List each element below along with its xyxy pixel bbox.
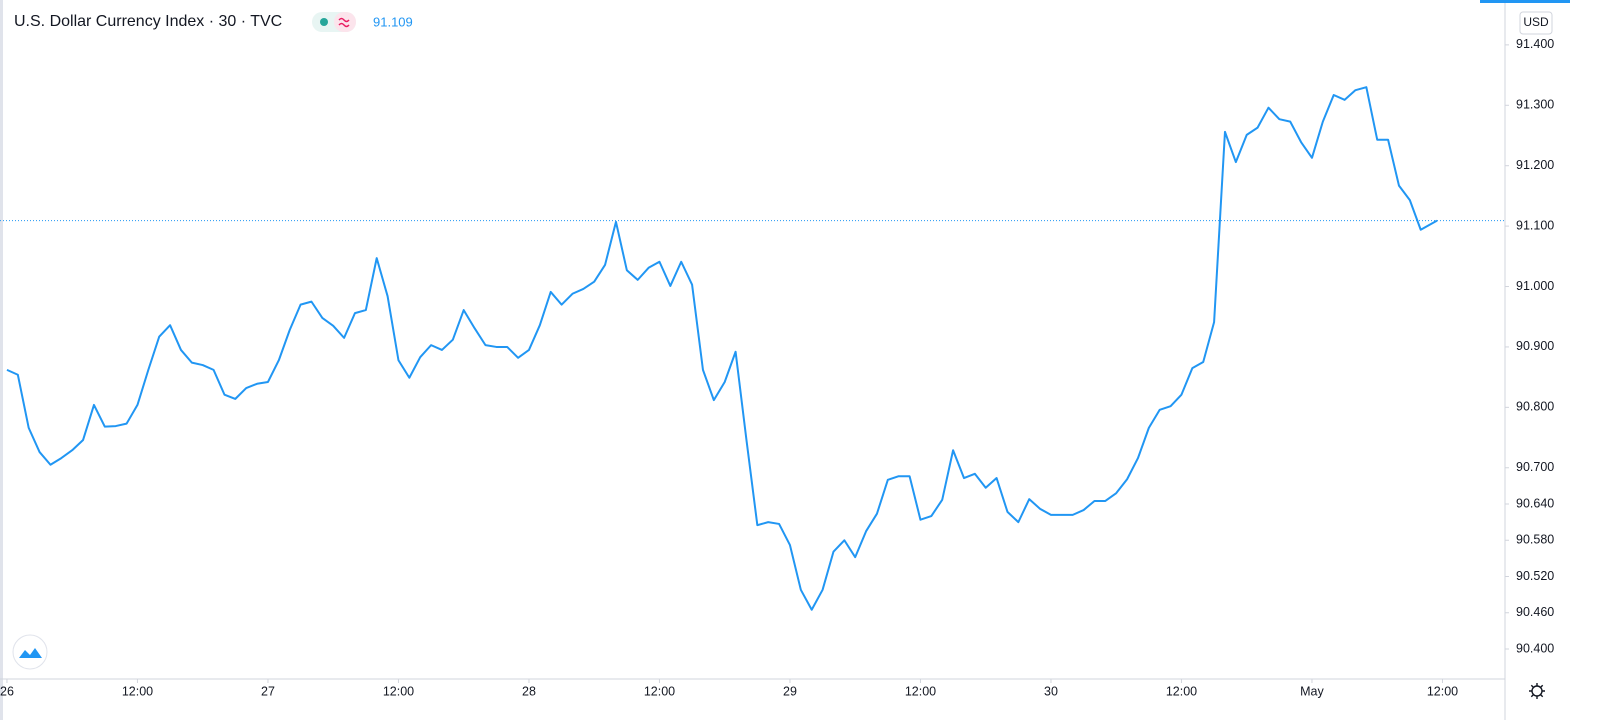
x-tick-label: 29 bbox=[783, 684, 797, 698]
currency-button[interactable] bbox=[1519, 11, 1553, 35]
chart-title: U.S. Dollar Currency Index · 30 · TVC bbox=[14, 13, 282, 30]
y-tick-label: 90.800 bbox=[1516, 400, 1554, 414]
plot-area bbox=[0, 86, 1505, 611]
x-tick-label: May bbox=[1300, 684, 1324, 698]
settings-icon[interactable] bbox=[1529, 683, 1545, 699]
y-tick-label: 90.700 bbox=[1516, 460, 1554, 474]
x-tick-label: 26 bbox=[0, 684, 14, 698]
last-price: 91.109 bbox=[373, 14, 413, 29]
gear-teeth bbox=[1529, 683, 1545, 699]
logo-circle bbox=[12, 634, 48, 670]
y-tick-label: 90.460 bbox=[1516, 605, 1554, 619]
y-tick-label: 90.400 bbox=[1516, 641, 1554, 655]
x-tick-label: 12:00 bbox=[1166, 684, 1197, 698]
logo-icon bbox=[19, 648, 42, 658]
x-tick-label: 30 bbox=[1044, 684, 1058, 698]
x-tick-label: 12:00 bbox=[383, 684, 414, 698]
y-tick-label: 91.300 bbox=[1516, 98, 1554, 112]
y-tick-label: 90.900 bbox=[1516, 339, 1554, 353]
logo[interactable] bbox=[12, 634, 48, 670]
x-tick-label: 12:00 bbox=[905, 684, 936, 698]
y-tick-label: 91.400 bbox=[1516, 37, 1554, 51]
indicator-icon bbox=[338, 17, 350, 28]
status-dot bbox=[320, 18, 328, 26]
x-tick-label: 12:00 bbox=[122, 684, 153, 698]
status-pill-right bbox=[334, 12, 356, 32]
price-line bbox=[6, 86, 1438, 611]
currency-label: USD bbox=[1523, 15, 1549, 29]
x-tick-label: 12:00 bbox=[1427, 684, 1458, 698]
y-tick-label: 90.520 bbox=[1516, 569, 1554, 583]
x-tick-label: 27 bbox=[261, 684, 275, 698]
y-tick-label: 91.000 bbox=[1516, 279, 1554, 293]
x-tick-label: 12:00 bbox=[644, 684, 675, 698]
x-tick-label: 28 bbox=[522, 684, 536, 698]
y-tick-label: 91.100 bbox=[1516, 218, 1554, 232]
top-accent bbox=[1480, 0, 1570, 3]
y-tick-label: 90.640 bbox=[1516, 496, 1554, 510]
y-tick-label: 91.200 bbox=[1516, 158, 1554, 172]
y-tick-label: 90.580 bbox=[1516, 533, 1554, 547]
left-edge bbox=[0, 0, 3, 720]
